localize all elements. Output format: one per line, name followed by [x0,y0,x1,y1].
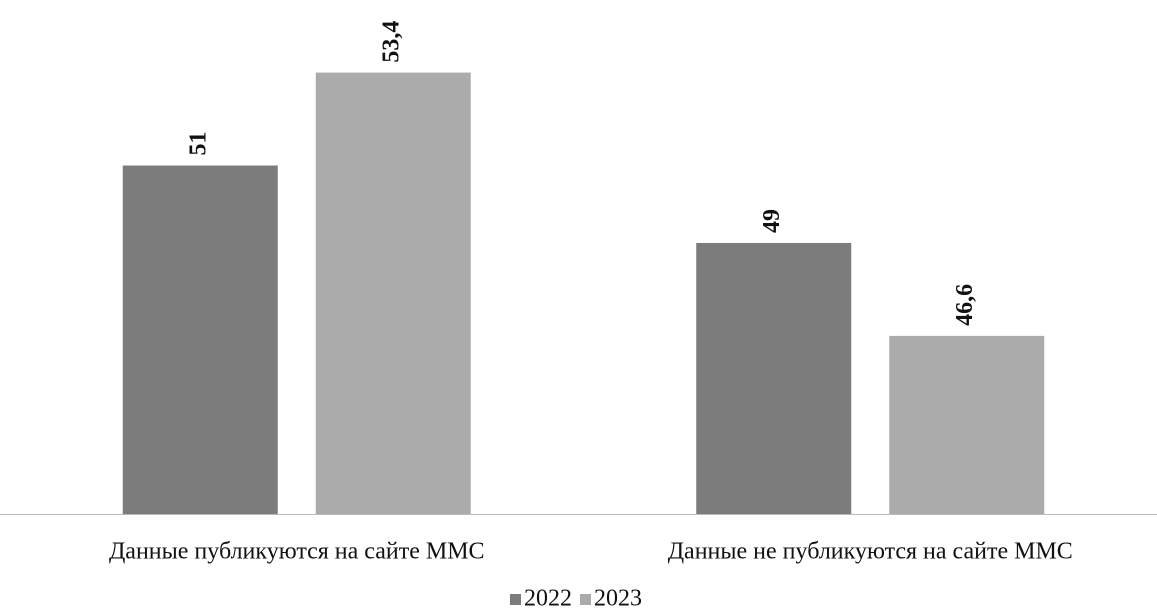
value-label: 51 [186,132,212,156]
bar [889,335,1045,514]
bar [122,165,278,514]
bar [315,72,471,514]
value-label: 49 [759,209,785,233]
legend-label: 2022 [524,586,572,612]
bar [696,242,852,514]
value-label: 46,6 [952,284,978,326]
legend-swatch [510,594,521,605]
x-tick-label: Данные не публикуются на сайте ММС [668,539,1073,565]
legend-label: 2023 [594,586,642,612]
x-tick-label: Данные публикуются на сайте ММС [109,539,485,565]
legend-swatch [580,594,591,605]
value-label: 53,4 [379,21,405,63]
